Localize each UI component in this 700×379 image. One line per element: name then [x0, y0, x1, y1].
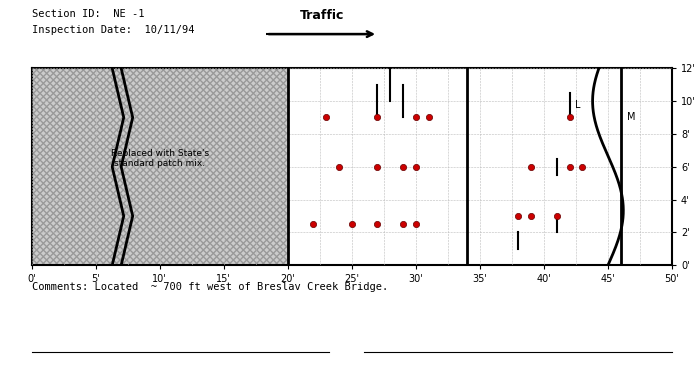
Text: M: M	[627, 113, 636, 122]
Text: Replaced with State's
standard patch mix.: Replaced with State's standard patch mix…	[111, 149, 209, 168]
Text: Section ID:  NE -1: Section ID: NE -1	[32, 9, 144, 19]
Text: Inspection Date:  10/11/94: Inspection Date: 10/11/94	[32, 25, 194, 34]
Bar	[32, 68, 288, 265]
Bar	[32, 68, 288, 265]
Bar	[32, 68, 288, 265]
Text: Comments: Located  ~ 700 ft west of Breslav Creek Bridge.: Comments: Located ~ 700 ft west of Bresl…	[32, 282, 388, 292]
Text: Traffic: Traffic	[300, 9, 344, 22]
Text: L: L	[575, 100, 580, 110]
